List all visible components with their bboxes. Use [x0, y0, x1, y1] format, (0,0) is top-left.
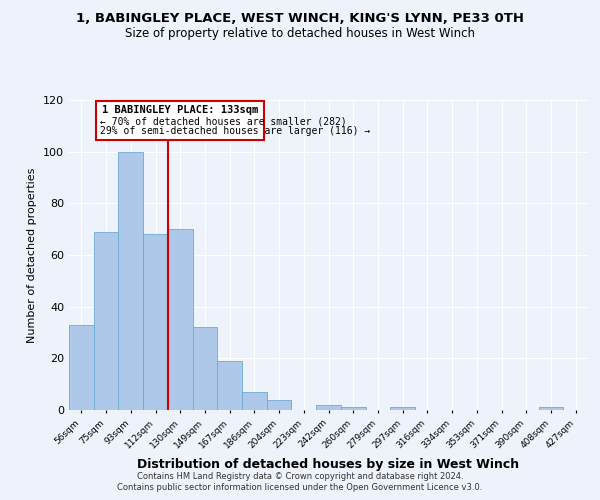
Text: ← 70% of detached houses are smaller (282): ← 70% of detached houses are smaller (28… — [100, 116, 347, 126]
Bar — [69, 325, 94, 410]
Text: 1 BABINGLEY PLACE: 133sqm: 1 BABINGLEY PLACE: 133sqm — [102, 105, 259, 115]
Text: 29% of semi-detached houses are larger (116) →: 29% of semi-detached houses are larger (… — [100, 126, 370, 136]
Bar — [96, 102, 264, 140]
Bar — [168, 229, 193, 410]
Bar — [118, 152, 143, 410]
Text: Contains public sector information licensed under the Open Government Licence v3: Contains public sector information licen… — [118, 484, 482, 492]
Bar — [94, 232, 118, 410]
Bar — [242, 392, 267, 410]
Text: 1, BABINGLEY PLACE, WEST WINCH, KING'S LYNN, PE33 0TH: 1, BABINGLEY PLACE, WEST WINCH, KING'S L… — [76, 12, 524, 26]
Bar — [316, 405, 341, 410]
Bar — [193, 328, 217, 410]
Y-axis label: Number of detached properties: Number of detached properties — [28, 168, 37, 342]
Bar — [217, 361, 242, 410]
X-axis label: Distribution of detached houses by size in West Winch: Distribution of detached houses by size … — [137, 458, 520, 471]
Bar — [267, 400, 292, 410]
Bar — [390, 408, 415, 410]
Bar — [143, 234, 168, 410]
Text: Size of property relative to detached houses in West Winch: Size of property relative to detached ho… — [125, 28, 475, 40]
Text: Contains HM Land Registry data © Crown copyright and database right 2024.: Contains HM Land Registry data © Crown c… — [137, 472, 463, 481]
Bar — [341, 408, 365, 410]
Bar — [539, 408, 563, 410]
